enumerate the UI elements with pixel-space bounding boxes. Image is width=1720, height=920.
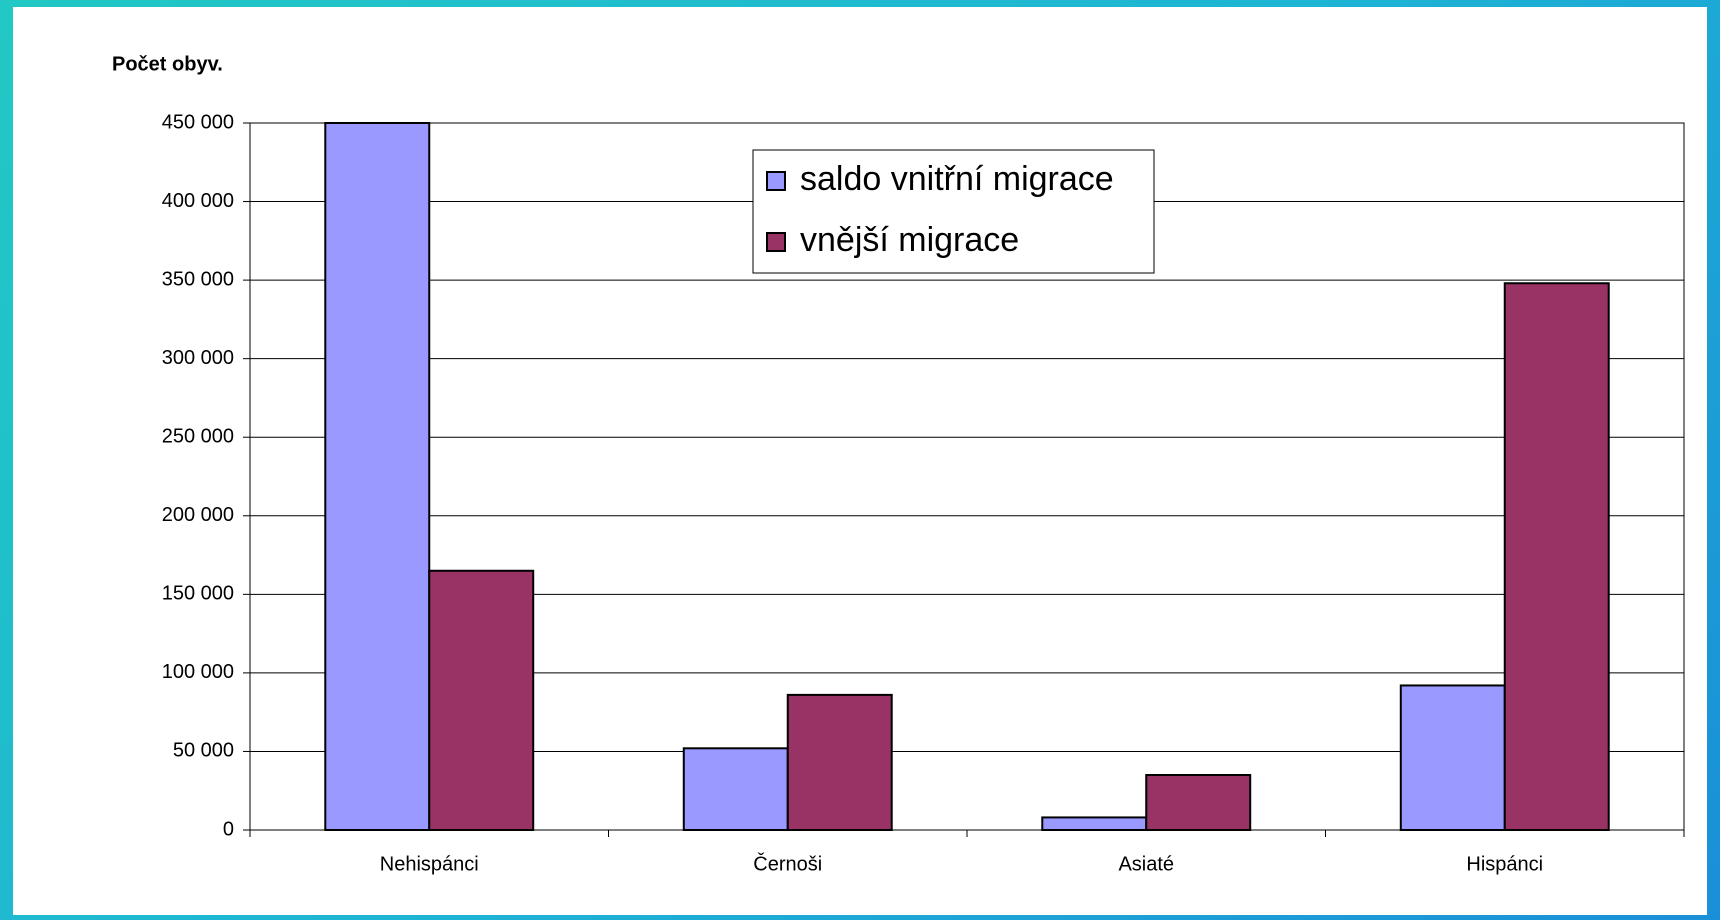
y-tick-label: 200 000 <box>162 504 234 526</box>
bar <box>1145 774 1252 831</box>
bar <box>1399 684 1506 831</box>
y-tick-label: 350 000 <box>162 268 234 290</box>
bar <box>324 122 431 831</box>
bar <box>1503 282 1610 831</box>
x-tick-label: Černoši <box>753 852 822 875</box>
y-tick-label: 450 000 <box>162 111 234 133</box>
bar <box>786 693 893 832</box>
y-axis-label: Počet obyv. <box>112 53 223 75</box>
legend-box <box>752 149 1155 274</box>
bar <box>682 747 789 832</box>
y-tick-label: 250 000 <box>162 426 234 448</box>
bar <box>1041 816 1148 831</box>
y-tick-label: 50 000 <box>173 740 234 762</box>
legend-label: vnější migrace <box>800 221 1019 259</box>
y-tick-label: 400 000 <box>162 190 234 212</box>
x-tick-label: Hispánci <box>1466 853 1543 875</box>
legend-swatch <box>766 232 786 252</box>
x-tick-label: Asiaté <box>1118 853 1174 875</box>
bar <box>428 569 535 831</box>
y-tick-label: 0 <box>223 818 234 840</box>
legend-label: saldo vnitřní migrace <box>800 160 1114 198</box>
legend-swatch <box>766 171 786 191</box>
x-tick-label: Nehispánci <box>380 853 479 875</box>
y-tick-label: 150 000 <box>162 583 234 605</box>
y-tick-label: 300 000 <box>162 347 234 369</box>
y-tick-label: 100 000 <box>162 661 234 683</box>
